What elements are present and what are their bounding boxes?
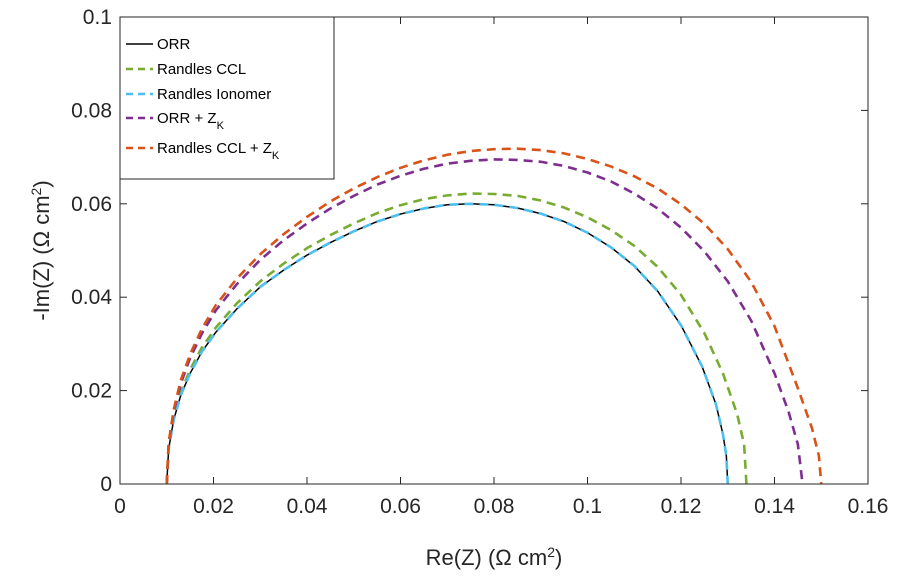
legend-label-text-1: Randles CCL	[157, 61, 246, 78]
y-axis-label-sup: 2	[28, 187, 44, 195]
y-axis-label-suffix: )	[29, 180, 54, 187]
series-layer	[165, 147, 823, 485]
y-tick-label: 0.1	[83, 6, 112, 29]
x-axis-label: Re(Z) (Ω cm2)	[426, 544, 563, 570]
legend-label-text-2: Randles Ionomer	[157, 86, 271, 103]
y-tick-label: 0	[100, 473, 112, 496]
y-tick-label: 0.06	[71, 193, 112, 216]
x-tick-label: 0.08	[474, 495, 515, 518]
x-tick-label: 0.04	[287, 495, 328, 518]
legend-label-sub-3: K	[217, 120, 225, 132]
legend-box	[119, 16, 335, 180]
x-tick-label: 0.06	[380, 495, 421, 518]
legend-label-0: ORR	[157, 36, 191, 53]
x-tick-label: 0	[114, 495, 126, 518]
x-tick-label: 0.12	[661, 495, 702, 518]
legend-label-2: Randles Ionomer	[157, 86, 271, 103]
x-tick-label: 0.02	[193, 495, 234, 518]
legend-label-text-4: Randles CCL + Z	[157, 140, 272, 157]
x-tick-label: 0.14	[754, 495, 795, 518]
legend-label-text-0: ORR	[157, 36, 191, 53]
ticks-layer: 0 0.02 0.04 0.06 0.08 0.1 0.12 0.14 0.16 0 0.02 0.0…	[71, 6, 888, 518]
legend-label-sub-4: K	[272, 150, 280, 162]
series-line-2	[165, 202, 730, 485]
y-axis-label-text: -Im(Z) (Ω cm	[29, 195, 54, 320]
series-line-3	[165, 158, 804, 485]
x-axis-label-suffix: )	[555, 545, 562, 570]
x-tick-label: 0.1	[573, 495, 602, 518]
legend-label-4: Randles CCL + ZK	[157, 140, 280, 162]
y-tick-label: 0.02	[71, 380, 112, 403]
y-tick-label: 0.08	[71, 99, 112, 122]
series-line-1	[165, 192, 748, 485]
y-tick-label: 0.04	[71, 286, 112, 309]
legend-label-text-3: ORR + Z	[157, 110, 217, 127]
x-axis-label-sup: 2	[547, 544, 555, 560]
y-axis-label: -Im(Z) (Ω cm2)	[28, 180, 54, 320]
legend-label-1: Randles CCL	[157, 61, 246, 78]
x-axis-label-text: Re(Z) (Ω cm	[426, 545, 548, 570]
legend-label-3: ORR + ZK	[157, 110, 225, 132]
x-tick-label: 0.16	[848, 495, 889, 518]
